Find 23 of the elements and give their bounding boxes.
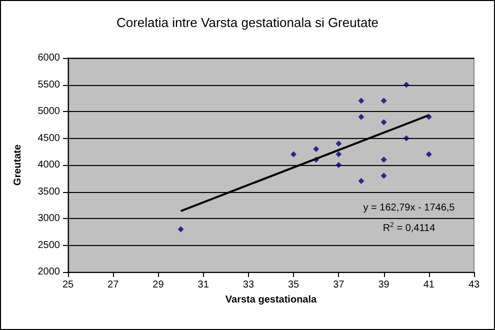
- y-tick-label: 2500: [38, 240, 60, 251]
- chart-title: Corelatia intre Varsta gestationala si Greutate: [116, 15, 379, 30]
- y-tick-label: 6000: [38, 52, 60, 64]
- x-tick-label: 29: [152, 280, 164, 290]
- x-tick-label: 31: [198, 280, 210, 290]
- y-axis-title: Greutate: [12, 144, 24, 186]
- x-tick-label: 43: [468, 280, 480, 290]
- x-axis-title: Varsta gestationala: [225, 294, 318, 306]
- y-tick-label: 3500: [38, 186, 60, 198]
- x-tick-label: 37: [333, 280, 345, 290]
- x-tick-label: 25: [62, 280, 74, 290]
- y-tick-label: 5000: [38, 106, 60, 117]
- x-tick-label: 41: [423, 280, 435, 290]
- y-tick-label: 4000: [38, 160, 60, 170]
- x-tick-label: 27: [108, 280, 120, 290]
- y-tick-label: 5500: [38, 79, 60, 90]
- x-tick-label: 33: [242, 280, 254, 290]
- annotation: y = 162,79x - 1746,5: [363, 202, 456, 214]
- y-tick-label: 2000: [38, 266, 60, 278]
- x-tick-label: 39: [378, 280, 390, 290]
- x-tick-label: 35: [288, 280, 300, 290]
- y-tick-label: 4500: [38, 132, 60, 144]
- y-tick-label: 3000: [38, 213, 60, 224]
